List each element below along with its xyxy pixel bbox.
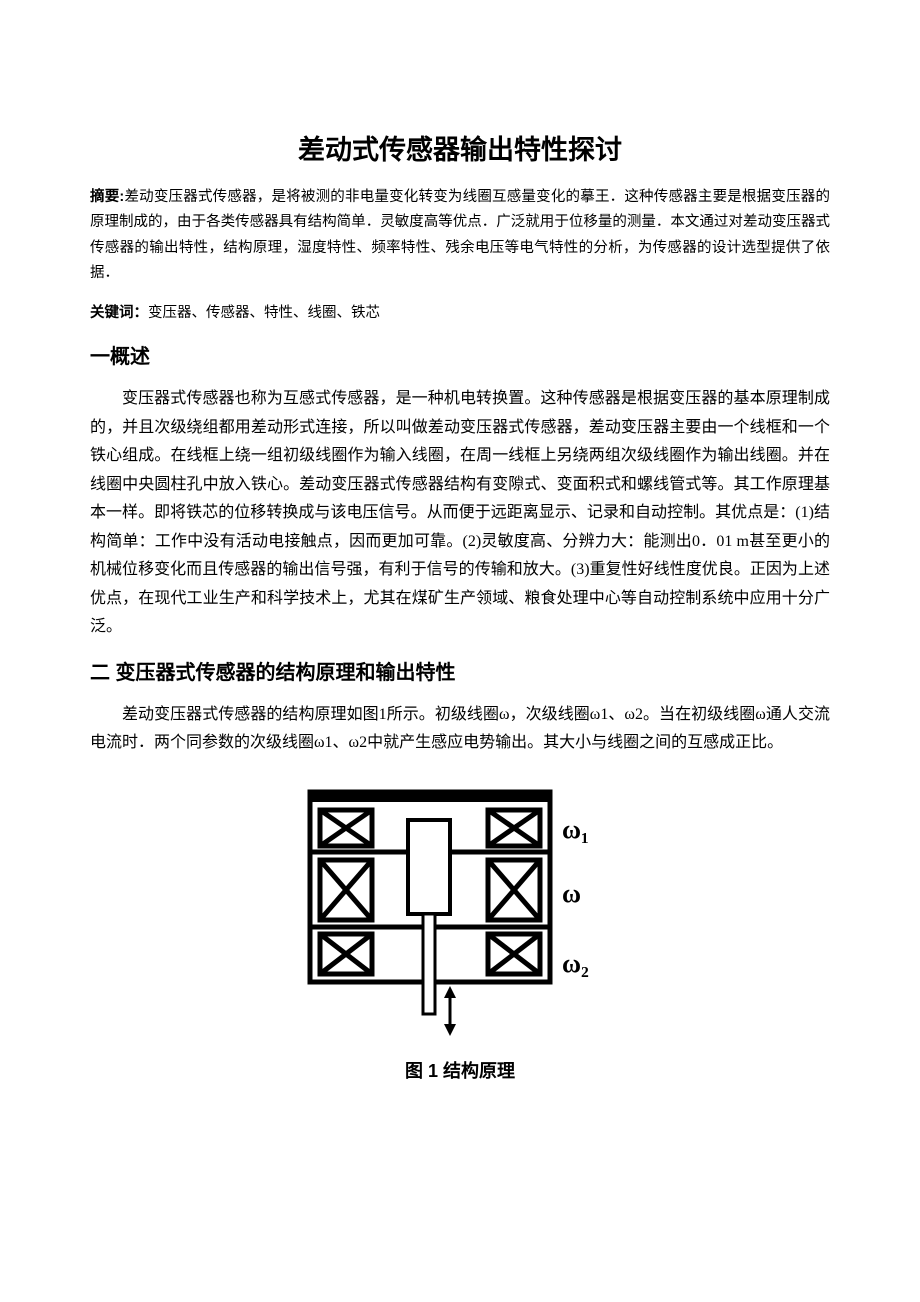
section-2-para-1: 差动变压器式传感器的结构原理如图1所示。初级线圈ω，次级线圈ω1、ω2。当在初级… bbox=[90, 701, 830, 758]
abstract-label: 摘要: bbox=[90, 189, 124, 205]
abstract-text: 差动变压器式传感器，是将被测的非电量变化转变为线圈互感量变化的摹王．这种传感器主… bbox=[90, 189, 830, 281]
figure-1-caption: 图 1 结构原理 bbox=[90, 1057, 830, 1083]
figure-label-omega1: ω₁ bbox=[562, 815, 589, 844]
abstract-block: 摘要:差动变压器式传感器，是将被测的非电量变化转变为线圈互感量变化的摹王．这种传… bbox=[90, 185, 830, 287]
figure-1-diagram: ω₁ ω ω₂ bbox=[290, 782, 630, 1042]
document-page: 差动式传感器输出特性探讨 摘要:差动变压器式传感器，是将被测的非电量变化转变为线… bbox=[0, 0, 920, 1143]
section-heading-2: 二 变压器式传感器的结构原理和输出特性 bbox=[90, 656, 830, 685]
figure-label-omega: ω bbox=[562, 879, 581, 908]
document-title: 差动式传感器输出特性探讨 bbox=[90, 128, 830, 167]
figure-label-omega2: ω₂ bbox=[562, 949, 589, 978]
keywords-block: 关键词：变压器、传感器、特性、线圈、铁芯 bbox=[90, 301, 830, 326]
section-heading-1: 一概述 bbox=[90, 340, 830, 369]
keywords-label: 关键词： bbox=[90, 305, 148, 321]
keywords-text: 变压器、传感器、特性、线圈、铁芯 bbox=[148, 305, 380, 321]
section-1-para-1: 变压器式传感器也称为互感式传感器，是一种机电转换置。这种传感器是根据变压器的基本… bbox=[90, 385, 830, 641]
figure-1: ω₁ ω ω₂ 图 1 结构原理 bbox=[90, 782, 830, 1083]
